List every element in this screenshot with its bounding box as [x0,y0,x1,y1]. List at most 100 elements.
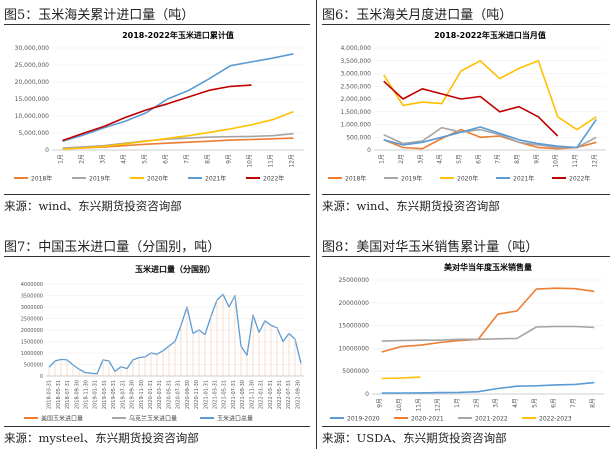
x-tick-label: 2020-11-30 [194,380,200,409]
series-line-2021年 [62,53,294,142]
x-tick-label: 8月 [589,398,596,408]
y-tick-label: 0 [45,147,49,154]
x-tick-label: 6月 [163,154,170,164]
x-tick-label: 3月 [493,398,500,408]
y-tick-label: 15,000,000 [15,96,50,103]
x-tick-label: 10月 [396,398,403,412]
x-tick-label: 2020-07-31 [176,380,182,409]
y-tick-label: 1500000 [21,340,43,346]
figure-6-top-rule [322,24,610,25]
legend-label: 2021年 [205,175,226,183]
figure-6-source: 来源：wind、东兴期货投资咨询部 [322,199,500,213]
x-tick-label: 9月 [533,154,540,164]
chart-title: 2018-2022年玉米进口累计值 [122,30,234,40]
x-tick-label: 2月 [398,154,405,164]
figure-5-source: 来源：wind、东兴期货投资咨询部 [4,199,182,213]
y-tick-label: 10,000,000 [15,113,50,120]
figure-8-label: 图8：美国对华玉米销售累计量（吨） [322,240,539,255]
legend-label: 2020-2021 [411,416,444,423]
x-tick-label: 2022-07-31 [286,380,292,409]
figure-6-bottom-rule [322,194,610,195]
figure-5-top-rule [4,24,310,25]
figure-8-top-rule [322,256,610,257]
x-tick-label: 2021-07-31 [231,380,237,409]
x-tick-label: 2019-05-31 [111,380,117,409]
x-tick-label: 12月 [435,398,442,412]
y-tick-label: 5,000,000 [18,130,49,137]
x-tick-label: 12月 [289,154,296,168]
x-tick-label: 2020-05-31 [166,380,172,409]
y-tick-label: 2,500,000 [340,83,371,90]
y-tick-label: 1000000 [21,351,43,357]
chart-7: 玉米进口量（分国别） 0 500000 1000000 1500000 2000000 25… [21,264,304,423]
y-tick-label: 25,000,000 [15,62,50,69]
legend-label: 2019-2020 [347,416,380,423]
x-tick-label: 10月 [247,154,254,168]
x-tick-label: 2018-07-31 [65,380,71,409]
series-line-2021年 [383,118,597,149]
y-tick-label: 2,000,000 [340,96,371,103]
x-tick-label: 10月 [553,154,560,168]
x-tick-label: 8月 [514,154,521,164]
x-tick-label: 9月 [377,398,384,408]
x-tick-label: 2022-03-31 [268,380,274,409]
x-tick-label: 11月 [268,154,275,168]
series-line-2018年 [383,128,597,150]
series-line-2022-2023 [381,376,421,380]
x-tick-label: 6月 [551,398,558,408]
figure-7-label: 图7：中国玉米进口量（分国别，吨） [4,240,221,255]
x-tick-label: 2020-03-31 [157,380,163,409]
y-tick-label: 0 [40,374,43,380]
legend-label: 2018年 [345,175,366,183]
x-tick-label: 9月 [226,154,233,164]
y-tick-label: 3,000,000 [340,71,371,78]
y-tick-label: 0 [365,391,369,398]
figure-7-top-rule [4,256,310,257]
x-tick-label: 7月 [570,398,577,408]
chart-8: 美对华当年度玉米销售量 0 5000000 10000000 15000000 20000… [330,262,604,423]
figure-8: 图8：美国对华玉米销售累计量（吨） 美对华当年度玉米销售量 0 5000000 100… [322,236,610,446]
y-tick-label: 500,000 [346,134,371,141]
legend-label: 2019年 [401,175,422,183]
y-tick-label: 2000000 [21,328,43,334]
legend-label: 2022年 [263,175,284,183]
y-tick-label: 4,000,000 [340,45,371,52]
x-tick-label: 1月 [379,154,386,164]
chart-title: 玉米进口量（分国别） [135,264,215,274]
x-tick-label: 2022-05-31 [277,380,283,409]
y-tick-label: 20,000,000 [15,79,50,86]
x-tick-label: 2022-09-30 [295,380,301,409]
figure-5: 图5：玉米海关累计进口量（吨） 2018-2022年玉米进口累计值 0 5,000,… [4,4,310,216]
x-tick-label: 2019-11-30 [139,380,145,409]
y-tick-label: 3500000 [21,294,43,300]
x-tick-label: 11月 [572,154,579,168]
series-line-2020年 [62,110,294,150]
x-tick-label: 2020-01-31 [148,380,154,409]
x-tick-label: 2019-09-30 [130,380,136,409]
x-tick-label: 7月 [184,154,191,164]
x-tick-label: 7月 [495,154,502,164]
legend-label: 2022-2023 [539,416,572,423]
legend-label: 2018年 [31,175,52,183]
legend-label: 2022年 [569,175,590,183]
x-tick-label: 5月 [456,154,463,164]
x-tick-label: 2019-07-31 [120,380,126,409]
legend-label: 2020年 [147,175,168,183]
figure-8-source: 来源：USDA、东兴期货投资咨询部 [322,431,507,445]
legend-label: 2021-2022 [475,416,508,423]
figure-7-bottom-rule [4,426,310,427]
x-tick-label: 2月 [473,398,480,408]
x-tick-label: 1月 [58,154,65,164]
y-tick-label: 3000000 [21,305,43,311]
y-tick-label: 3,500,000 [340,58,371,65]
figure-7: 图7：中国玉米进口量（分国别，吨） 玉米进口量（分国别） 0 500000 10000… [4,236,310,446]
x-tick-label: 2018-09-30 [74,380,80,409]
series-line-2019-2020 [381,381,595,394]
y-tick-label: 4000000 [21,282,43,288]
y-tick-label: 0 [367,147,371,154]
series-line-2020-2021 [381,287,595,353]
x-tick-label: 5月 [531,398,538,408]
x-tick-label: 3月 [417,154,424,164]
x-tick-label: 5月 [142,154,149,164]
series-line-2022年 [62,84,252,142]
